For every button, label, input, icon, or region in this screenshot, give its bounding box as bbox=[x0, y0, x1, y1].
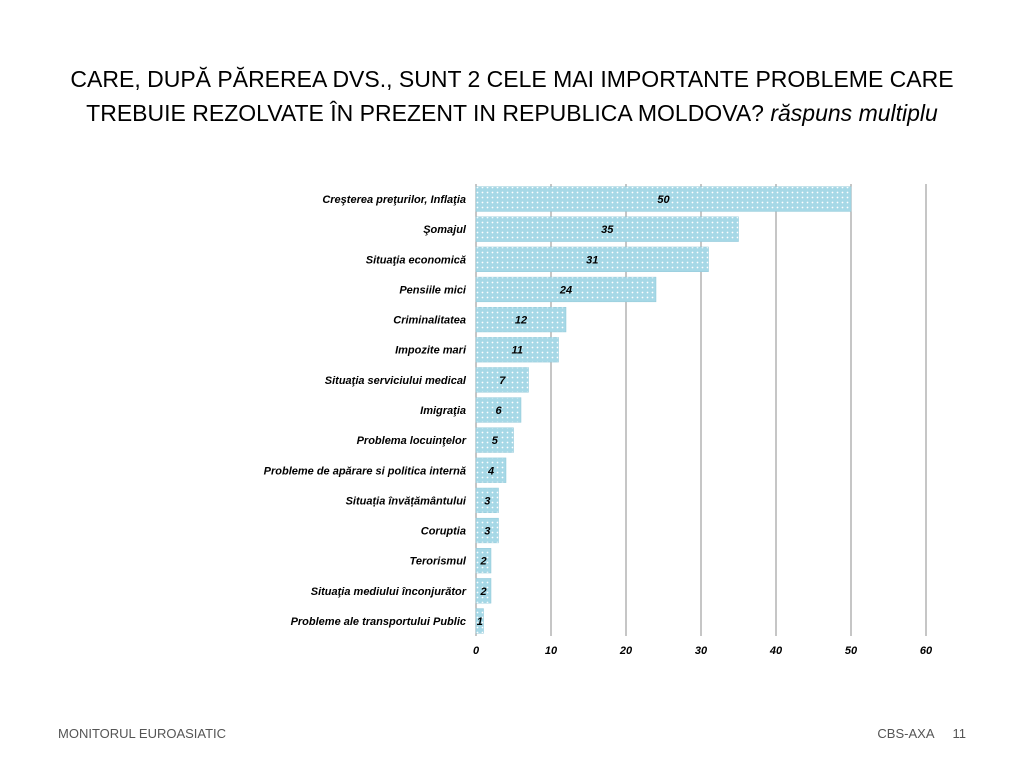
bar bbox=[475, 517, 499, 544]
bar-value-label: 35 bbox=[601, 224, 614, 236]
category-label: Probleme ale transportului Public bbox=[291, 616, 466, 628]
category-label: Criminalitatea bbox=[393, 315, 466, 327]
bar-value-label: 2 bbox=[479, 556, 486, 568]
category-label: Creşterea preţurilor, Inflaţia bbox=[322, 194, 466, 206]
bars: 50 35 31 24 12 11 7 6 5 4 3 3 2 2 1 bbox=[475, 186, 852, 634]
category-label: Terorismul bbox=[410, 556, 467, 568]
category-label: Situaţia economică bbox=[366, 254, 466, 266]
footer-source: MONITORUL EUROASIATIC bbox=[58, 726, 227, 741]
category-label: Situaţia mediului înconjurător bbox=[311, 586, 467, 598]
category-label: Imigraţia bbox=[420, 405, 466, 417]
bar bbox=[475, 276, 657, 303]
x-tick-label: 20 bbox=[619, 645, 633, 657]
title-line-1: CARE, DUPĂ PĂREREA DVS., SUNT 2 CELE MAI… bbox=[70, 66, 954, 92]
bar-value-label: 7 bbox=[499, 375, 506, 387]
bar bbox=[475, 487, 499, 514]
bar-value-label: 3 bbox=[484, 495, 490, 507]
bar bbox=[475, 578, 492, 604]
bar-value-label: 11 bbox=[512, 345, 523, 357]
category-label: Probleme de apărare si politica internă bbox=[264, 465, 466, 477]
x-tick-label: 50 bbox=[845, 645, 858, 657]
footer-agency: CBS-AXA bbox=[877, 726, 935, 741]
bar-value-label: 5 bbox=[492, 435, 499, 447]
page-number: 11 bbox=[952, 726, 967, 741]
category-label: Situaţia serviciului medical bbox=[325, 375, 467, 387]
x-tick-label: 0 bbox=[473, 645, 480, 657]
bar-value-label: 24 bbox=[559, 284, 572, 296]
x-tick-label: 30 bbox=[695, 645, 708, 657]
bar bbox=[475, 216, 739, 242]
category-labels: Creşterea preţurilor, Inflaţia Şomajul Sit… bbox=[264, 194, 467, 628]
title-line-2: TREBUIE REZOLVATE ÎN PREZENT IN REPUBLIC… bbox=[40, 96, 984, 130]
category-label: Problema locuinţelor bbox=[357, 435, 467, 447]
bar-value-label: 6 bbox=[495, 405, 502, 417]
category-label: Situația învățământului bbox=[346, 495, 467, 507]
x-tick-label: 10 bbox=[545, 645, 558, 657]
bar bbox=[475, 337, 559, 363]
bar bbox=[475, 246, 709, 272]
bar bbox=[475, 608, 484, 634]
x-tick-label: 40 bbox=[769, 645, 783, 657]
bar bbox=[475, 397, 522, 423]
bar-value-label: 3 bbox=[484, 526, 490, 538]
bar-value-label: 4 bbox=[487, 465, 494, 477]
bar bbox=[475, 427, 514, 453]
slide-title: CARE, DUPĂ PĂREREA DVS., SUNT 2 CELE MAI… bbox=[40, 62, 984, 130]
category-label: Coruptia bbox=[421, 526, 466, 538]
category-label: Impozite mari bbox=[395, 345, 467, 357]
category-label: Pensiile mici bbox=[399, 284, 467, 296]
bar bbox=[475, 367, 529, 393]
x-axis-ticks: 0 10 20 30 40 50 60 bbox=[473, 645, 933, 657]
title-emphasis: răspuns multiplu bbox=[770, 100, 938, 126]
bar-value-label: 31 bbox=[586, 254, 598, 266]
x-tick-label: 60 bbox=[920, 645, 933, 657]
title-line-2-text: TREBUIE REZOLVATE ÎN PREZENT IN REPUBLIC… bbox=[86, 100, 764, 126]
bar bbox=[475, 457, 507, 483]
bar-value-label: 12 bbox=[515, 315, 527, 327]
bar-value-label: 50 bbox=[657, 194, 670, 206]
bar-value-label: 1 bbox=[477, 616, 483, 628]
bar-value-label: 2 bbox=[479, 586, 486, 598]
footer-right: CBS-AXA 11 bbox=[877, 726, 966, 741]
bar bbox=[475, 548, 492, 574]
bar bbox=[475, 306, 567, 333]
category-label: Şomajul bbox=[423, 224, 467, 236]
bar bbox=[475, 186, 852, 212]
